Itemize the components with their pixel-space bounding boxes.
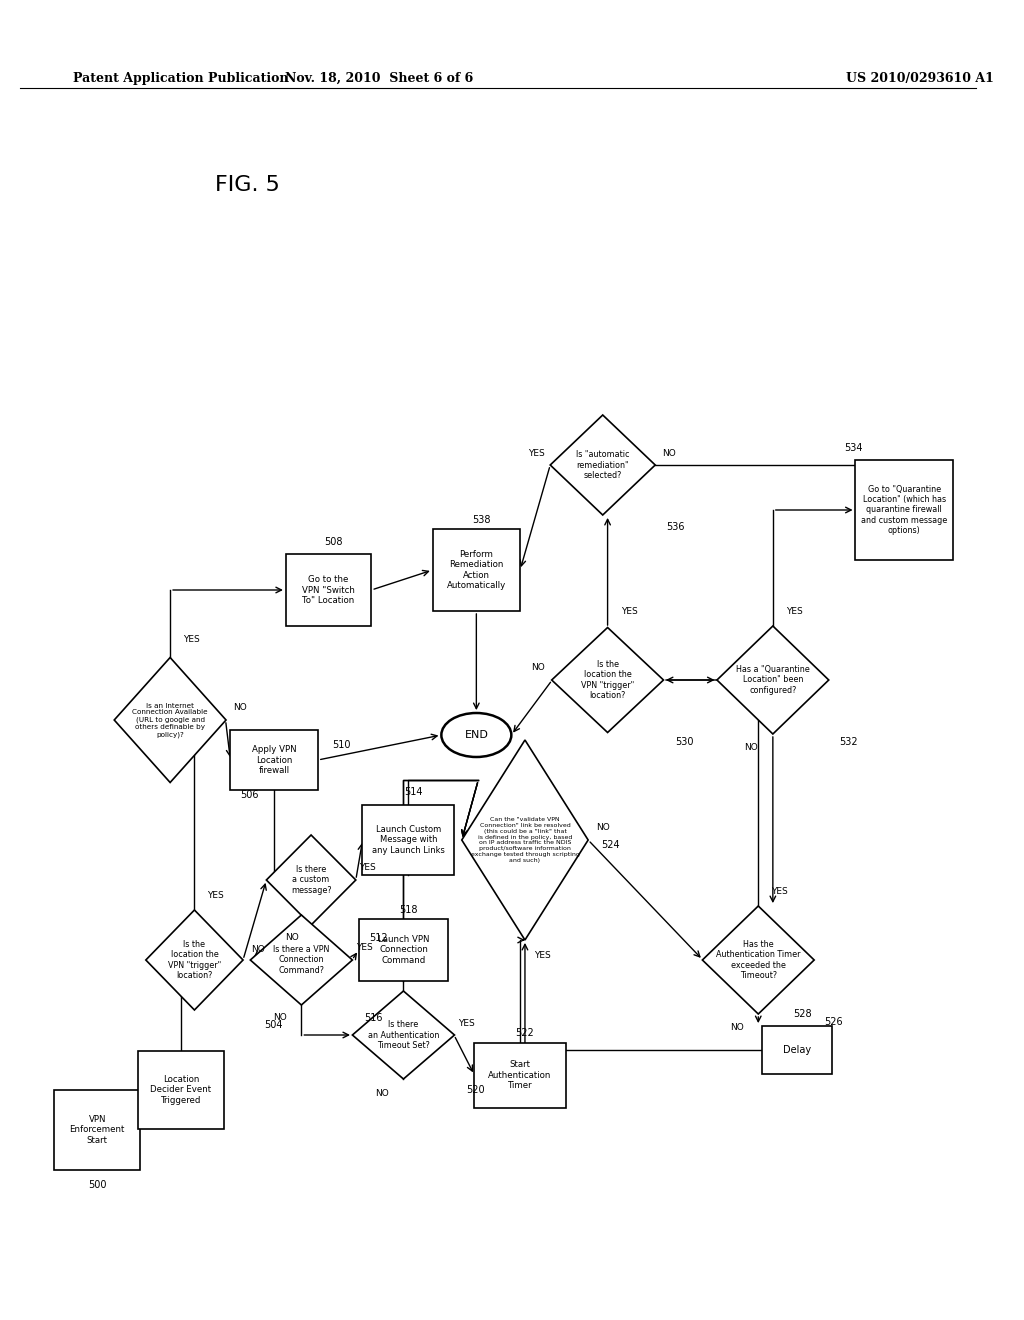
Text: Patent Application Publication: Patent Application Publication (73, 73, 289, 84)
Polygon shape (552, 627, 664, 733)
FancyBboxPatch shape (762, 1026, 833, 1074)
Polygon shape (702, 906, 814, 1014)
Text: Is there a VPN
Connection
Command?: Is there a VPN Connection Command? (273, 945, 330, 975)
Text: Delay: Delay (783, 1045, 811, 1055)
Text: 534: 534 (845, 444, 863, 453)
Text: 500: 500 (88, 1180, 106, 1191)
Text: 506: 506 (240, 789, 259, 800)
Text: Launch Custom
Message with
any Launch Links: Launch Custom Message with any Launch Li… (372, 825, 444, 855)
Text: FIG. 5: FIG. 5 (215, 176, 281, 195)
Polygon shape (550, 414, 655, 515)
Text: NO: NO (662, 449, 676, 458)
Polygon shape (266, 836, 355, 925)
Text: NO: NO (530, 664, 545, 672)
FancyBboxPatch shape (286, 554, 372, 626)
Text: Nov. 18, 2010  Sheet 6 of 6: Nov. 18, 2010 Sheet 6 of 6 (285, 73, 473, 84)
Text: 516: 516 (365, 1012, 383, 1023)
Text: YES: YES (535, 950, 551, 960)
Text: NO: NO (744, 743, 759, 752)
Text: 508: 508 (325, 537, 343, 546)
Text: NO: NO (596, 824, 609, 833)
Text: Is there
a custom
message?: Is there a custom message? (291, 865, 332, 895)
Text: END: END (465, 730, 488, 741)
Text: Launch VPN
Connection
Command: Launch VPN Connection Command (378, 935, 429, 965)
Text: VPN
Enforcement
Start: VPN Enforcement Start (70, 1115, 125, 1144)
FancyBboxPatch shape (54, 1090, 140, 1170)
Polygon shape (145, 909, 243, 1010)
Text: YES: YES (621, 607, 637, 616)
FancyBboxPatch shape (362, 805, 455, 875)
Text: Is an Internet
Connection Available
(URL to google and
others definable by
polic: Is an Internet Connection Available (URL… (132, 702, 208, 738)
Text: 520: 520 (467, 1085, 485, 1096)
Text: Has the
Authentication Timer
exceeded the
Timeout?: Has the Authentication Timer exceeded th… (716, 940, 801, 979)
Text: Perform
Remediation
Action
Automatically: Perform Remediation Action Automatically (446, 550, 506, 590)
Text: Apply VPN
Location
firewall: Apply VPN Location firewall (252, 744, 297, 775)
Text: 526: 526 (824, 1016, 843, 1027)
Text: NO: NO (285, 933, 299, 942)
Text: YES: YES (359, 863, 376, 873)
Text: 522: 522 (515, 1028, 535, 1038)
Polygon shape (462, 741, 588, 940)
Text: US 2010/0293610 A1: US 2010/0293610 A1 (846, 73, 993, 84)
FancyBboxPatch shape (230, 730, 317, 789)
Text: Location
Decider Event
Triggered: Location Decider Event Triggered (151, 1074, 211, 1105)
Text: YES: YES (356, 944, 373, 953)
FancyBboxPatch shape (474, 1043, 566, 1107)
Text: Start
Authentication
Timer: Start Authentication Timer (488, 1060, 552, 1090)
Text: NO: NO (273, 1014, 287, 1023)
Text: YES: YES (785, 607, 803, 616)
Text: 518: 518 (399, 906, 418, 915)
Text: Is the
location the
VPN "trigger"
location?: Is the location the VPN "trigger" locati… (168, 940, 221, 979)
FancyBboxPatch shape (432, 529, 520, 611)
Polygon shape (717, 626, 828, 734)
Text: 538: 538 (472, 515, 490, 525)
Text: YES: YES (208, 891, 224, 899)
Text: Go to the
VPN "Switch
To" Location: Go to the VPN "Switch To" Location (302, 576, 355, 605)
Text: NO: NO (730, 1023, 743, 1032)
Text: 532: 532 (839, 737, 857, 747)
Text: 530: 530 (676, 737, 694, 747)
Text: Is the
location the
VPN "trigger"
location?: Is the location the VPN "trigger" locati… (581, 660, 634, 700)
Text: YES: YES (528, 449, 545, 458)
Ellipse shape (441, 713, 511, 756)
Text: Is "automatic
remediation"
selected?: Is "automatic remediation" selected? (575, 450, 630, 480)
Text: 524: 524 (601, 840, 620, 850)
Text: 504: 504 (264, 1020, 283, 1030)
Polygon shape (250, 915, 352, 1005)
Text: 512: 512 (370, 933, 388, 942)
Polygon shape (115, 657, 226, 783)
Text: YES: YES (459, 1019, 475, 1027)
Text: YES: YES (183, 635, 200, 644)
FancyBboxPatch shape (855, 459, 952, 560)
Text: 510: 510 (333, 741, 351, 750)
FancyBboxPatch shape (358, 919, 449, 981)
Text: 514: 514 (403, 787, 423, 797)
Polygon shape (352, 991, 455, 1078)
Text: 528: 528 (793, 1008, 811, 1019)
Text: Go to "Quarantine
Location" (which has
quarantine firewall
and custom message
op: Go to "Quarantine Location" (which has q… (861, 484, 947, 536)
Text: Can the "validate VPN
Connection" link be resolved
(this could be a "link" that
: Can the "validate VPN Connection" link b… (470, 817, 580, 863)
Text: Has a "Quarantine
Location" been
configured?: Has a "Quarantine Location" been configu… (736, 665, 810, 694)
Text: Is there
an Authentication
Timeout Set?: Is there an Authentication Timeout Set? (368, 1020, 439, 1049)
Text: NO: NO (251, 945, 264, 954)
Text: YES: YES (771, 887, 788, 896)
Text: 536: 536 (666, 521, 684, 532)
FancyBboxPatch shape (138, 1051, 223, 1129)
Text: NO: NO (233, 704, 247, 713)
Text: NO: NO (375, 1089, 389, 1097)
